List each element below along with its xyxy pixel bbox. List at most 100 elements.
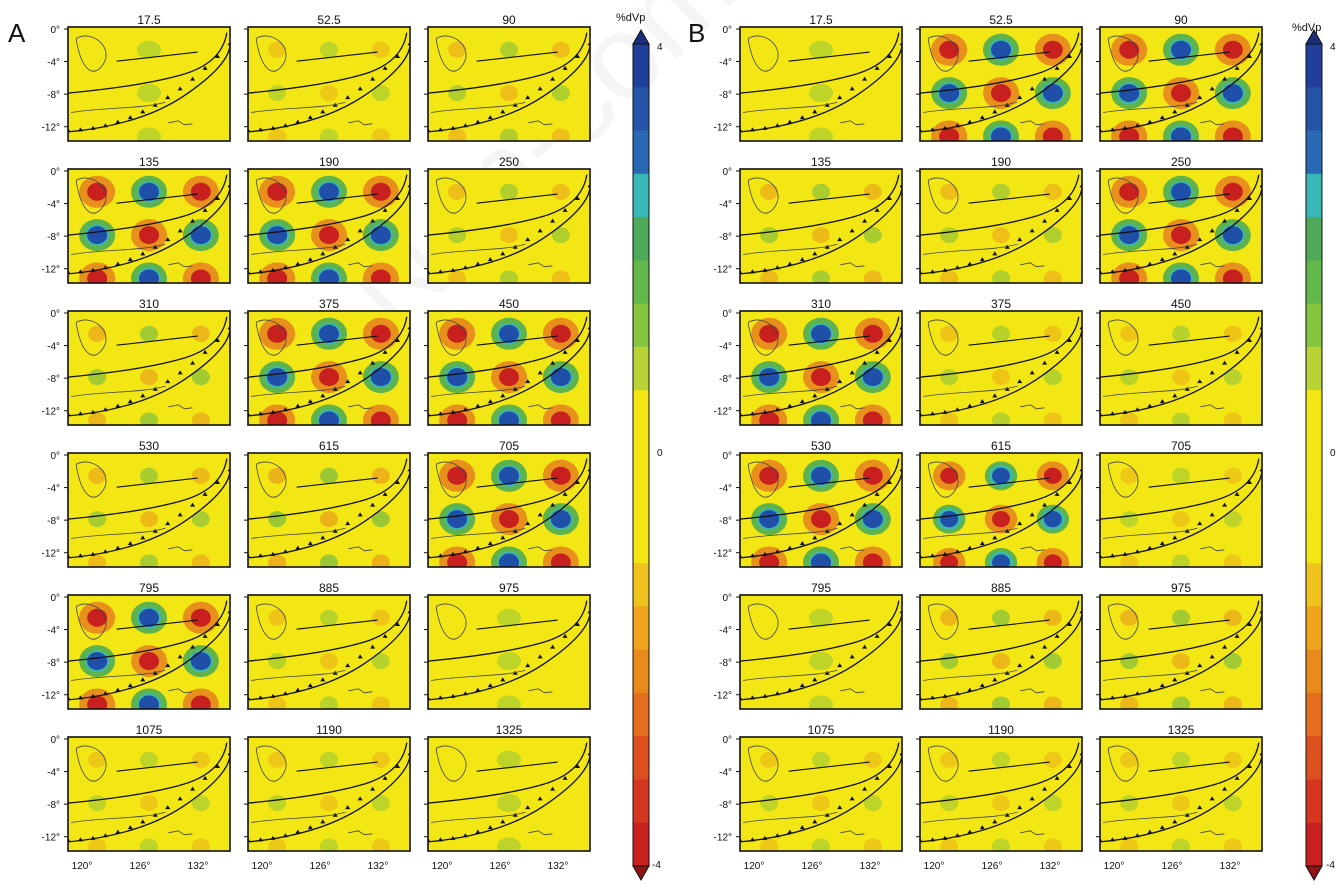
anomaly-halo <box>809 652 833 671</box>
subduction-arc-line <box>248 600 408 662</box>
colorbar-segment <box>633 736 649 780</box>
trench-tooth <box>270 267 276 272</box>
island-outline <box>923 243 1018 255</box>
trench-tooth <box>787 403 793 408</box>
anomaly-halo <box>940 369 959 386</box>
trench-tooth <box>874 775 880 780</box>
anomaly-halo <box>88 795 107 812</box>
island-outline <box>923 669 1018 681</box>
trench-tooth <box>282 833 288 838</box>
anomaly-core <box>811 510 831 529</box>
anomaly-core <box>862 466 883 485</box>
lon-tick-label: 132° <box>1040 861 1061 872</box>
anomaly-halo <box>1120 511 1139 528</box>
trench-tooth <box>1122 551 1128 556</box>
trench-tooth <box>525 237 531 242</box>
anomaly-halo <box>760 270 779 283</box>
subduction-arc-line <box>428 458 588 520</box>
map-content <box>740 737 902 851</box>
trench-tooth <box>462 833 468 838</box>
trench-tooth <box>575 480 581 485</box>
trench-tooth <box>215 196 221 201</box>
colorbar-segment <box>633 606 649 651</box>
trench-tooth <box>1004 812 1010 817</box>
fault-line <box>788 477 870 488</box>
australia-coast-outline <box>1200 404 1225 410</box>
trench-tooth <box>1197 521 1203 526</box>
trench-tooth <box>787 119 793 124</box>
trench-tooth <box>1067 622 1073 627</box>
anomaly-halo <box>1043 795 1062 812</box>
trench-tooth <box>762 267 768 272</box>
anomaly-halo <box>812 795 830 812</box>
fault-line <box>788 193 870 204</box>
australia-coast-outline <box>1020 404 1045 410</box>
subduction-arc-line <box>1100 600 1260 662</box>
trench-tooth <box>512 670 518 675</box>
anomaly-core <box>87 608 108 627</box>
colorbar-b-mid: 0 <box>1330 448 1336 459</box>
depth-label: 17.5 <box>137 13 161 27</box>
anomaly-halo <box>1043 751 1062 768</box>
depth-label: 450 <box>1171 297 1191 311</box>
australia-coast-outline <box>168 120 193 126</box>
map-content <box>1100 453 1262 567</box>
anomaly-halo <box>497 837 521 851</box>
trench-tooth <box>1122 409 1128 414</box>
trench-tooth <box>1109 269 1115 274</box>
trench-tooth <box>177 512 183 517</box>
trench-tooth <box>370 218 376 223</box>
colorbar-segment <box>1306 692 1322 737</box>
map-content <box>920 311 1082 425</box>
island-outline <box>251 385 346 397</box>
trench-tooth <box>824 528 830 533</box>
anomaly-core <box>759 368 780 387</box>
trench-tooth <box>487 541 493 546</box>
map-panel-b-5: 250 <box>1096 155 1263 284</box>
australia-coast-outline <box>528 262 553 268</box>
depth-label: 90 <box>502 13 516 27</box>
trench-tooth <box>1184 528 1190 533</box>
map-content <box>1100 169 1262 283</box>
anomaly-core <box>139 695 159 709</box>
trench-tooth <box>1054 775 1060 780</box>
trench-tooth <box>1109 127 1115 132</box>
anomaly-core <box>267 182 288 201</box>
trench-tooth <box>257 269 263 274</box>
anomaly-core <box>1171 269 1191 283</box>
map-panel-b-0: 17.5 0° -4° -8° -12° <box>714 13 903 142</box>
lat-tick-label: 0° <box>722 593 732 604</box>
anomaly-core <box>319 226 339 245</box>
lat-tick-label: -4° <box>719 342 732 353</box>
australia-coast-outline <box>528 830 553 836</box>
australia-coast-outline <box>840 404 865 410</box>
map-frame <box>1099 736 1263 852</box>
island-outline <box>75 319 107 356</box>
anomaly-core <box>267 368 288 387</box>
anomaly-halo <box>1043 369 1062 386</box>
subduction-arc-line <box>248 458 408 520</box>
anomaly-halo <box>500 128 518 141</box>
trench-tooth <box>127 399 133 404</box>
trench-tooth <box>177 796 183 801</box>
map-frame <box>67 452 231 568</box>
trench-tooth <box>462 265 468 270</box>
island-outline <box>743 527 838 539</box>
trench-tooth <box>1172 677 1178 682</box>
colorbar-segment <box>633 87 649 132</box>
trench-tooth <box>77 411 83 416</box>
trench-tooth <box>450 125 456 130</box>
map-panel-b-16: 1190 120° 126° 132° <box>916 723 1083 872</box>
map-content <box>740 595 902 709</box>
trench-tooth <box>127 115 133 120</box>
trench-tooth <box>295 403 301 408</box>
anomaly-halo <box>497 750 521 769</box>
trench-tooth <box>500 677 506 682</box>
trench-tooth <box>1017 663 1023 668</box>
map-content <box>920 453 1082 567</box>
island-outline <box>747 461 779 498</box>
anomaly-halo <box>940 183 959 200</box>
lat-tick-label: 0° <box>50 167 60 178</box>
anomaly-core <box>1222 127 1243 141</box>
anomaly-halo <box>1223 467 1242 484</box>
